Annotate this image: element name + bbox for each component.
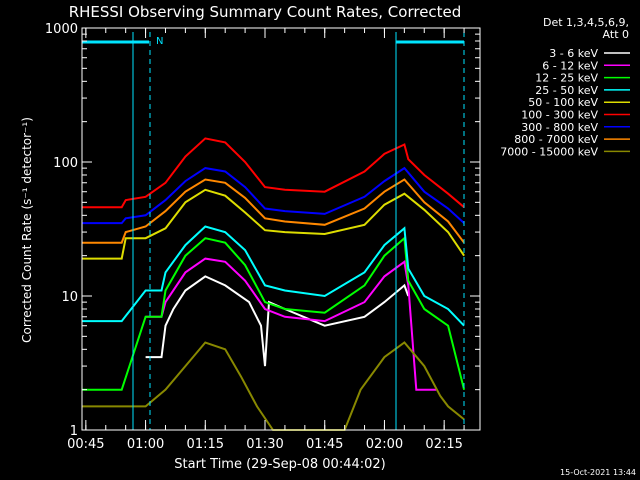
legend-label-6: 300 - 800 keV [521,121,598,134]
series-line-6-seg-0 [81,166,465,225]
legend-label-2: 12 - 25 keV [535,72,598,85]
axes: 1 10 100 1000 00:45 01:00 01:15 01:30 01:45 02:00… [45,22,481,452]
legend-label-1: 6 - 12 keV [542,59,598,72]
x-tick-label-2: 01:15 [187,437,224,452]
series-line-4-seg-0 [81,188,465,260]
footer-timestamp: 15-Oct-2021 13:44 [560,468,636,477]
x-axis-label: Start Time (29-Sep-08 00:44:02) [174,457,385,472]
series-line-7-seg-0 [81,178,465,244]
series-line-1-seg-0 [145,257,437,391]
plot-frame [81,27,481,431]
night-marker: N [156,36,163,47]
legend-label-3: 25 - 50 keV [535,84,598,97]
y-tick-label-1: 10 [61,290,78,305]
legend-label-7: 800 - 7000 keV [514,133,598,146]
x-tick-label-5: 02:00 [366,437,403,452]
series-line-8-seg-0 [81,341,465,431]
legend-header-line2: Att 0 [603,28,629,41]
x-tick-label-4: 01:45 [306,437,343,452]
y-axis-label: Corrected Count Rate (s⁻¹ detector⁻¹) [20,117,34,343]
attenuator-indicators: N [82,32,465,430]
series-line-5-seg-0 [81,137,465,209]
legend-label-5: 100 - 300 keV [521,109,598,122]
x-tick-label-6: 02:15 [425,437,462,452]
series-line-2-seg-0 [81,236,466,391]
x-tick-label-1: 01:00 [127,437,164,452]
y-tick-label-2: 100 [53,156,78,171]
y-tick-label-0: 1 [70,424,78,439]
chart-title: RHESSI Observing Summary Count Rates, Co… [69,3,462,21]
x-tick-label-3: 01:30 [246,437,283,452]
plot-area [81,137,466,431]
x-tick-label-0: 00:45 [67,437,104,452]
legend-label-4: 50 - 100 keV [528,96,598,109]
series-line-0-seg-0 [145,275,410,367]
legend-label-0: 3 - 6 keV [549,47,598,60]
y-tick-label-3: 1000 [45,22,78,37]
legend-header-line1: Det 1,3,4,5,6,9, [543,16,629,29]
legend-label-8: 7000 - 15000 keV [500,145,598,158]
series-line-3-seg-0 [81,225,465,327]
